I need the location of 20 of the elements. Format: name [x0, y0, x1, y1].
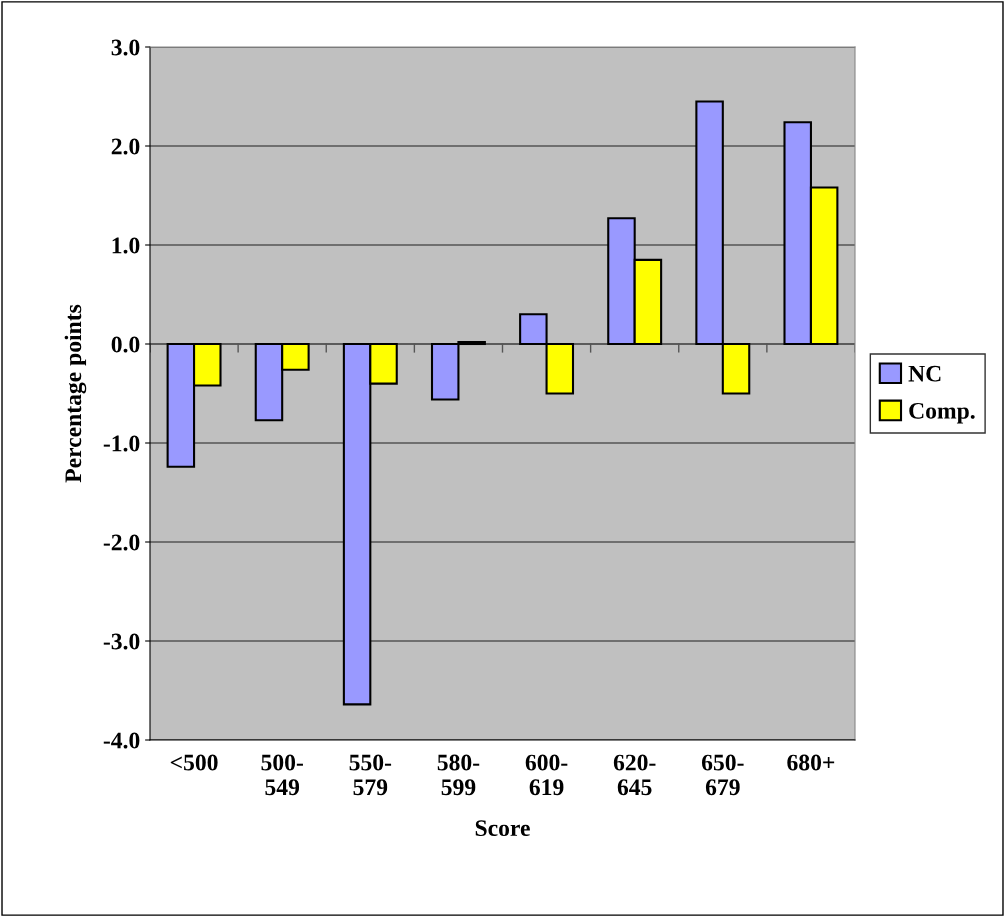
y-tick-label: 2.0 [111, 138, 140, 155]
y-tick-label: 3.0 [111, 39, 140, 56]
x-tick-label: 680+ [787, 754, 835, 771]
legend-label: NC [908, 365, 941, 382]
y-tick-label: -3.0 [103, 633, 140, 650]
x-tick-label: 550- 579 [349, 754, 392, 796]
y-tick-label: 0.0 [111, 336, 140, 353]
y-tick-label: -4.0 [103, 732, 140, 749]
y-tick-label: 1.0 [112, 237, 140, 254]
y-tick-label: -2.0 [103, 534, 140, 551]
x-tick-label: <500 [170, 754, 218, 771]
x-tick-label: 600- 619 [525, 754, 568, 796]
y-axis-title: Percentage points [64, 304, 87, 483]
x-tick-label: 650- 679 [701, 754, 744, 796]
y-tick-label: -1.0 [103, 435, 140, 452]
x-tick-label: 620- 645 [613, 754, 656, 796]
legend-label: Comp. [909, 402, 975, 424]
x-tick-label: 500- 549 [261, 754, 303, 796]
x-tick-label: 580- 599 [437, 754, 480, 796]
x-axis-title: Score [475, 820, 530, 837]
